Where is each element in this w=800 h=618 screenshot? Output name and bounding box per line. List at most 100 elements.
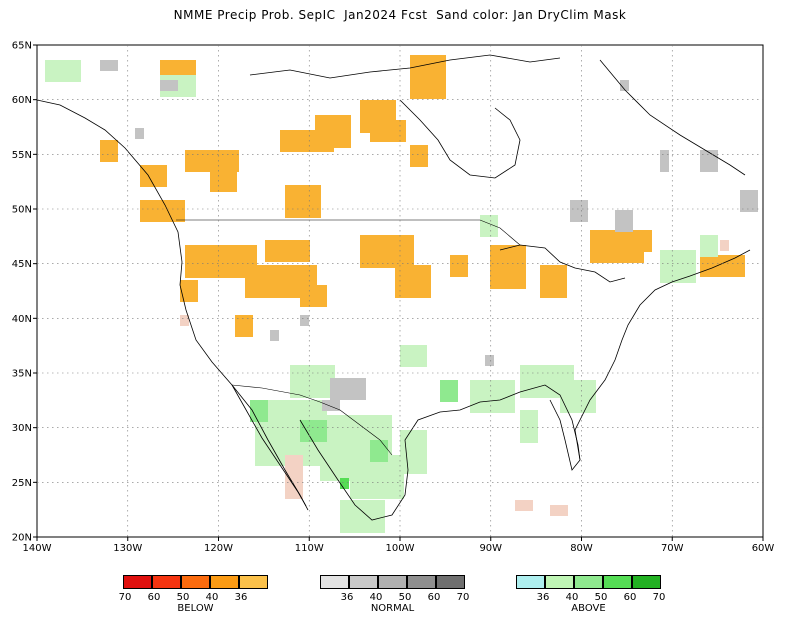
below-cell xyxy=(245,287,254,298)
dryclim-cell xyxy=(720,240,729,251)
above-cell xyxy=(660,261,669,272)
above-cell xyxy=(370,451,379,462)
above-cell xyxy=(400,430,409,441)
lon-tick-label: 90W xyxy=(479,543,502,554)
above-cell xyxy=(63,60,72,71)
above-cell xyxy=(377,466,386,477)
below-cell xyxy=(405,235,414,246)
below-cell xyxy=(608,252,617,263)
below-cell xyxy=(158,176,167,187)
below-cell xyxy=(387,235,396,246)
below-cell xyxy=(230,161,239,172)
below-cell xyxy=(283,240,292,251)
above-cell xyxy=(660,272,669,283)
dryclim-cell xyxy=(180,315,189,326)
above-cell xyxy=(300,411,309,422)
above-cell xyxy=(320,470,329,481)
below-cell xyxy=(459,266,468,277)
below-cell xyxy=(307,141,316,152)
below-cell xyxy=(419,77,428,88)
above-cell xyxy=(308,365,317,376)
below-cell xyxy=(396,257,405,268)
below-cell xyxy=(140,200,149,211)
below-cell xyxy=(643,241,652,252)
below-cell xyxy=(285,185,294,196)
below-cell xyxy=(428,77,437,88)
below-cell xyxy=(294,207,303,218)
below-cell xyxy=(397,120,406,131)
above-cell xyxy=(255,444,264,455)
below-cell xyxy=(292,240,301,251)
above-cell xyxy=(309,455,318,466)
legend-swatch xyxy=(378,575,407,589)
below-cell xyxy=(185,150,194,161)
above-cell xyxy=(709,235,718,246)
hudson-bay xyxy=(399,99,521,179)
above-cell xyxy=(529,432,538,443)
below-cell xyxy=(203,267,212,278)
below-cell xyxy=(228,170,237,181)
below-cell xyxy=(189,291,198,302)
below-cell xyxy=(100,151,109,162)
below-cell xyxy=(301,240,310,251)
above-cell xyxy=(350,455,359,466)
below-cell xyxy=(194,161,203,172)
legend-label: 40 xyxy=(565,592,579,603)
below-cell xyxy=(324,115,333,126)
below-cell xyxy=(185,256,194,267)
below-cell xyxy=(736,255,745,266)
below-cell xyxy=(221,245,230,256)
above-cell xyxy=(282,400,291,411)
normal-cell xyxy=(322,400,331,411)
above-cell xyxy=(273,411,282,422)
above-cell xyxy=(264,400,273,411)
normal-cell xyxy=(330,389,339,400)
above-cell xyxy=(300,420,309,431)
below-cell xyxy=(212,245,221,256)
below-cell xyxy=(149,165,158,176)
normal-cell xyxy=(700,150,709,161)
below-cell xyxy=(221,256,230,267)
below-cell xyxy=(274,251,283,262)
above-cell xyxy=(440,380,449,391)
above-cell xyxy=(669,261,678,272)
above-cell xyxy=(700,235,709,246)
normal-cell xyxy=(357,389,366,400)
above-cell xyxy=(340,511,349,522)
normal-cell xyxy=(339,389,348,400)
above-cell xyxy=(377,488,386,499)
above-cell xyxy=(529,410,538,421)
below-cell xyxy=(285,207,294,218)
below-cell xyxy=(248,245,257,256)
normal-cell xyxy=(348,378,357,389)
above-cell xyxy=(329,437,338,448)
normal-cell xyxy=(135,128,144,139)
above-cell xyxy=(488,402,497,413)
lat-tick-label: 20N xyxy=(12,533,32,544)
above-cell xyxy=(309,420,318,431)
dryclim-cell xyxy=(524,500,533,511)
below-cell xyxy=(634,241,643,252)
above-cell xyxy=(338,426,347,437)
above-cell xyxy=(489,215,498,226)
above-cell xyxy=(418,441,427,452)
below-cell xyxy=(727,266,736,277)
below-cell xyxy=(404,287,413,298)
below-cell xyxy=(301,251,310,262)
above-cell xyxy=(309,431,318,442)
normal-cell xyxy=(270,330,279,341)
above-cell xyxy=(340,500,349,511)
above-cell xyxy=(160,86,169,97)
above-cell xyxy=(259,411,268,422)
lat-tick-label: 25N xyxy=(12,478,32,489)
below-cell xyxy=(109,140,118,151)
below-cell xyxy=(608,241,617,252)
above-cell xyxy=(470,402,479,413)
below-cell xyxy=(517,256,526,267)
below-cell xyxy=(370,131,379,142)
below-cell xyxy=(342,137,351,148)
normal-cell xyxy=(109,60,118,71)
above-cell xyxy=(300,431,309,442)
below-cell xyxy=(254,276,263,287)
below-cell xyxy=(397,131,406,142)
